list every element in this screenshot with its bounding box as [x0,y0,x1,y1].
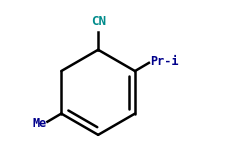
Text: Pr-i: Pr-i [150,55,178,68]
Text: CN: CN [91,15,106,28]
Text: Me: Me [32,117,46,130]
